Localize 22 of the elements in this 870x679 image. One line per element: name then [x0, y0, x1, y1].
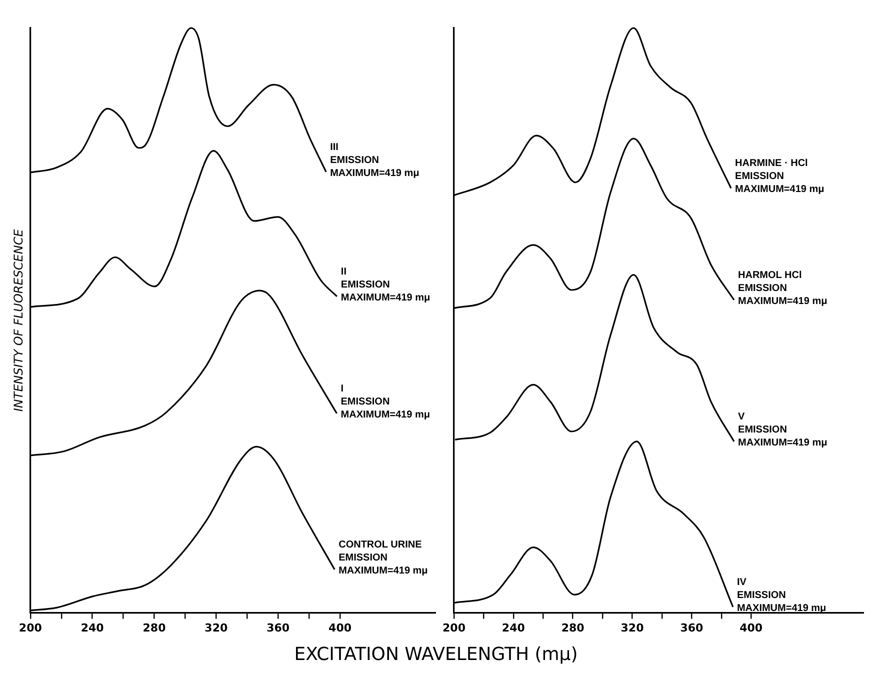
- x-tick-label: 280: [561, 621, 585, 634]
- x-tick-label: 240: [80, 621, 104, 634]
- x-tick-label: 200: [18, 621, 42, 634]
- series-label: CONTROL URINE EMISSION MAXIMUM=419 mμ: [338, 540, 428, 577]
- x-tick-label: 360: [680, 621, 704, 634]
- x-tick-label: 400: [328, 621, 352, 634]
- x-tick-label: 320: [204, 621, 228, 634]
- x-tick-label: 360: [266, 621, 290, 634]
- x-tick-label: 200: [442, 621, 466, 634]
- series-label: I EMISSION MAXIMUM=419 mμ: [340, 383, 430, 420]
- y-axis-title: INTENSITY OF FLUORESCENCE: [11, 228, 26, 412]
- series-label: III EMISSION MAXIMUM=419 mμ: [330, 142, 420, 179]
- x-tick-label: 280: [142, 621, 166, 634]
- x-tick-label: 240: [502, 621, 526, 634]
- x-tick-label: 320: [620, 621, 644, 634]
- series-label: HARMINE · HCl EMISSION MAXIMUM=419 mμ: [735, 158, 824, 196]
- series-label: II EMISSION MAXIMUM=419 mμ: [340, 266, 430, 304]
- series-label: IV EMISSION MAXIMUM=419 mμ: [736, 576, 826, 614]
- series-label: V EMISSION MAXIMUM=419 mμ: [738, 411, 828, 448]
- series-label: HARMOL HCl EMISSION MAXIMUM=419 mμ: [738, 270, 828, 307]
- x-tick-label: 400: [740, 621, 763, 634]
- x-axis-title: EXCITATION WAVELENGTH (mμ): [293, 644, 579, 665]
